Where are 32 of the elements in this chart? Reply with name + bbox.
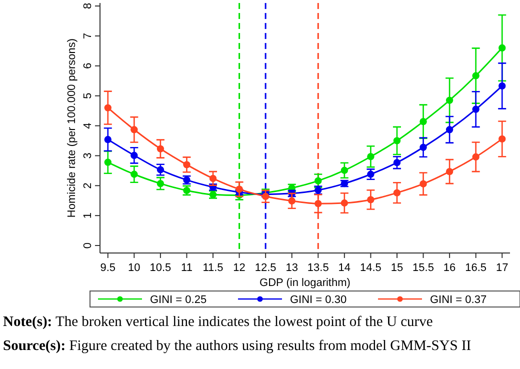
x-tick-label: 12	[233, 262, 246, 274]
text: Note(s): The broken vertical line indicates the lowest point of the U curve	[3, 314, 433, 330]
x-tick-label: 16	[443, 262, 456, 274]
x-tick-label: 15	[390, 262, 404, 274]
x-tick-label: 10	[128, 262, 140, 274]
x-tick-label: 9.5	[100, 262, 116, 274]
y-tick-label: 4	[82, 122, 94, 129]
y-tick-label: 1	[82, 212, 94, 219]
x-axis-title: GDP (in logarithm)	[260, 277, 350, 289]
legend-label: GINI = 0.37	[430, 294, 487, 306]
y-tick-label: 6	[82, 62, 94, 69]
x-tick-label: 13.5	[307, 262, 329, 274]
x-tick-label: 10.5	[150, 262, 172, 274]
x-tick-label: 13	[286, 262, 298, 274]
x-tick-label: 14	[338, 262, 351, 274]
y-tick-label: 5	[82, 92, 94, 99]
x-tick-label: 11.5	[202, 262, 224, 274]
y-tick-label: 8	[82, 2, 94, 10]
legend-label: GINI = 0.25	[150, 294, 207, 306]
legend-label: GINI = 0.30	[290, 294, 347, 306]
x-tick-label: 15.5	[412, 262, 434, 274]
x-tick-label: 14.5	[360, 262, 382, 274]
x-tick-label: 17	[496, 262, 508, 274]
x-tick-label: 16.5	[465, 262, 487, 274]
source-note: Source(s): Figure created by the authors using results from model GMM-SYS II	[3, 338, 472, 354]
y-tick-label: 2	[82, 182, 94, 189]
y-tick-label: 3	[82, 152, 94, 159]
y-tick-label: 7	[82, 32, 94, 39]
x-tick-label: 12.5	[254, 262, 276, 274]
x-tick-label: 11	[181, 262, 192, 274]
y-tick-label: 0	[82, 242, 94, 249]
y-axis-title: Homicide rate (per 100.000 persons)	[66, 38, 78, 218]
